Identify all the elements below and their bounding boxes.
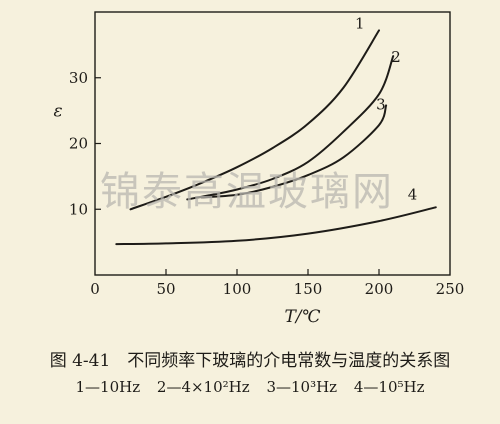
legend-entry-2: 2—4×10²Hz — [156, 378, 250, 396]
x-tick-label: 0 — [90, 280, 100, 298]
axes: 0 50 100 150 200 250 10 20 30 T/℃ ε — [53, 11, 465, 327]
series-label-2: 2 — [391, 48, 401, 66]
legend-entry-4: 4—10⁵Hz — [353, 378, 425, 396]
series-line-3 — [200, 104, 388, 199]
x-tick-label: 250 — [436, 280, 465, 298]
series-label-3: 3 — [376, 95, 386, 113]
dielectric-temperature-chart: 0 50 100 150 200 250 10 20 30 T/℃ ε 1 2 3 4 锦泰高温玻璃网 — [53, 11, 465, 327]
y-axis-label: ε — [53, 102, 62, 122]
series-label-4: 4 — [408, 185, 418, 203]
y-tick-label: 30 — [69, 69, 88, 87]
y-tick-label: 10 — [69, 200, 88, 218]
series-lines: 1 2 3 4 — [115, 14, 437, 246]
watermark-text: 锦泰高温玻璃网 — [100, 169, 394, 215]
x-tick-label: 100 — [223, 280, 252, 298]
figure-caption: 图 4-41 不同频率下玻璃的介电常数与温度的关系图 — [49, 351, 451, 371]
series-line-1 — [129, 29, 380, 211]
legend-entry-3: 3—10³Hz — [266, 378, 338, 396]
x-tick-label: 150 — [294, 280, 323, 298]
figure-legend: 1—10Hz 2—4×10²Hz 3—10³Hz 4—10⁵Hz — [0, 378, 500, 396]
y-tick-label: 20 — [69, 135, 88, 153]
x-tick-label: 50 — [156, 280, 175, 298]
series-line-2 — [186, 55, 395, 201]
series-label-1: 1 — [355, 14, 365, 32]
series-line-4 — [115, 206, 437, 246]
x-axis-label: T/℃ — [284, 307, 320, 327]
x-tick-label: 200 — [365, 280, 394, 298]
legend-entry-1: 1—10Hz — [75, 378, 141, 396]
